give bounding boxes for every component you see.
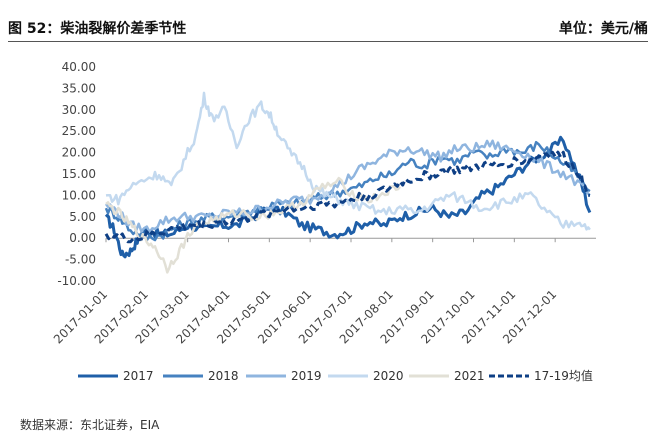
legend-label-2021: 2021 — [454, 369, 485, 383]
series-line-17-19均值 — [104, 150, 590, 244]
legend-label-2019: 2019 — [291, 369, 322, 383]
legend-label-2017: 2017 — [123, 369, 154, 383]
y-tick-label: 40.00 — [62, 60, 96, 74]
y-tick-label: 25.00 — [62, 124, 96, 138]
header-rule — [8, 41, 648, 42]
y-tick-label: 15.00 — [62, 167, 96, 181]
y-tick-label: 30.00 — [62, 103, 96, 117]
series-line-2020 — [105, 91, 591, 231]
y-tick-label: -5.00 — [65, 253, 96, 267]
figure-title: 图 52：柴油裂解价差季节性 — [8, 21, 187, 37]
source-note: 数据来源：东北证券，EIA — [20, 418, 160, 432]
y-tick-label: 5.00 — [69, 210, 96, 224]
unit-label: 单位：美元/桶 — [558, 21, 648, 37]
legend-label-17-19均值: 17-19均值 — [534, 368, 593, 383]
y-tick-label: 35.00 — [62, 81, 96, 95]
y-tick-label: 0.00 — [69, 231, 96, 245]
legend-label-2018: 2018 — [208, 369, 239, 383]
series-line-2019 — [104, 139, 591, 234]
y-tick-label: 20.00 — [62, 146, 96, 160]
figure-header: 图 52：柴油裂解价差季节性 单位：美元/桶 — [8, 14, 648, 38]
y-tick-label: -10.00 — [57, 274, 96, 288]
y-tick-label: 10.00 — [62, 188, 96, 202]
diesel-crack-spread-chart: 40.00 35.00 30.00 25.00 20.00 15.00 10.00 5.00 0… — [51, 60, 596, 383]
legend-label-2020: 2020 — [373, 369, 404, 383]
series-line-2017 — [104, 135, 592, 259]
series-line-2021 — [105, 176, 401, 274]
series-line-2018 — [104, 140, 591, 242]
